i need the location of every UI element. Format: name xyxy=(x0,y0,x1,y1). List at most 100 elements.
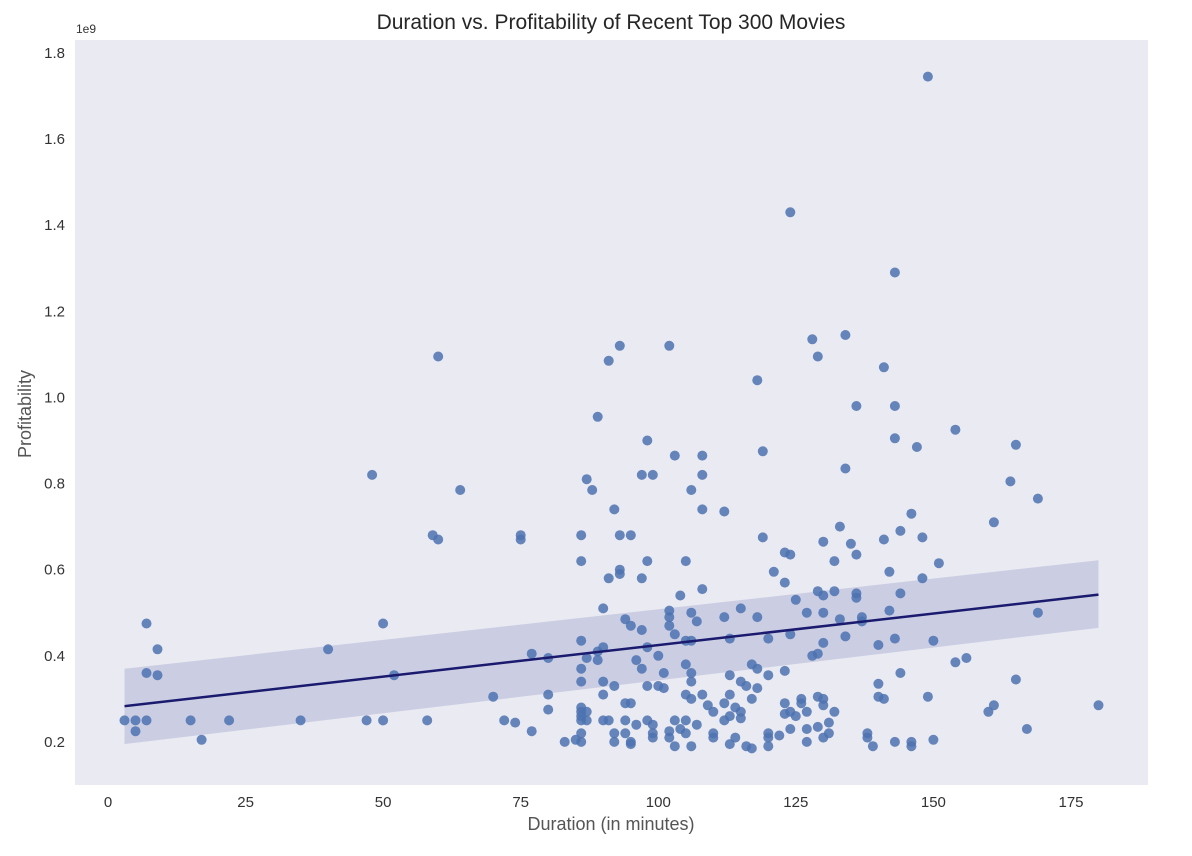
data-point xyxy=(614,569,625,579)
data-point xyxy=(906,741,917,752)
data-point xyxy=(752,375,763,386)
y-tick-label: 1.6 xyxy=(44,131,65,148)
data-point xyxy=(185,715,196,726)
data-point xyxy=(361,715,372,726)
data-point xyxy=(636,663,647,674)
data-point xyxy=(697,469,708,480)
data-point xyxy=(735,713,746,724)
y-tick-label: 0.8 xyxy=(44,476,65,493)
data-point xyxy=(757,446,768,457)
data-point xyxy=(323,644,334,655)
data-point xyxy=(664,620,675,631)
data-point xyxy=(625,620,636,631)
regression-line-layer xyxy=(124,593,1099,708)
data-point xyxy=(581,706,592,717)
data-point xyxy=(895,668,906,678)
data-point xyxy=(625,736,636,747)
data-point xyxy=(669,450,680,461)
data-point xyxy=(499,715,510,726)
data-point xyxy=(152,644,163,655)
data-point xyxy=(763,633,774,644)
data-point xyxy=(928,635,939,646)
data-point xyxy=(631,719,642,730)
data-point xyxy=(873,640,884,650)
data-point xyxy=(576,530,587,541)
y-tick-label: 1.8 xyxy=(44,45,65,62)
data-point xyxy=(884,566,895,577)
data-point xyxy=(1010,674,1021,685)
x-tick-label: 75 xyxy=(512,794,529,811)
x-axis-ticks: 0 25 50 75 100 125 150 175 xyxy=(104,794,1084,811)
data-point xyxy=(724,633,735,644)
y-tick-label: 1.2 xyxy=(44,303,65,320)
y-tick-label: 0.2 xyxy=(44,734,65,751)
data-point xyxy=(1032,493,1043,504)
data-point xyxy=(873,678,884,689)
data-point xyxy=(851,592,862,603)
data-point xyxy=(636,469,647,480)
data-point xyxy=(889,267,900,278)
x-tick-label: 100 xyxy=(646,794,671,811)
x-tick-label: 175 xyxy=(1058,794,1083,811)
data-point xyxy=(724,689,735,700)
x-tick-label: 125 xyxy=(783,794,808,811)
data-point xyxy=(196,734,207,745)
data-point xyxy=(587,485,598,495)
data-point xyxy=(680,715,691,726)
data-point xyxy=(559,736,570,747)
data-point xyxy=(609,736,620,747)
data-point xyxy=(724,711,735,722)
regression-line xyxy=(124,593,1099,708)
data-point xyxy=(1093,700,1104,711)
data-point xyxy=(922,691,933,702)
data-point xyxy=(889,633,900,644)
y-axis-ticks: 0.2 0.4 0.6 0.8 1.0 1.2 1.4 1.6 1.8 xyxy=(44,45,65,751)
x-tick-label: 0 xyxy=(104,794,112,811)
data-point xyxy=(735,603,746,614)
data-point xyxy=(367,469,378,480)
data-point xyxy=(768,566,779,577)
data-point xyxy=(906,508,917,519)
data-point xyxy=(576,663,587,674)
data-point xyxy=(691,616,702,627)
data-point xyxy=(779,665,790,676)
data-point xyxy=(598,642,609,653)
data-point xyxy=(779,698,790,709)
data-point xyxy=(697,450,708,461)
y-tick-label: 0.4 xyxy=(44,648,65,665)
data-point xyxy=(620,715,631,726)
data-point xyxy=(708,732,719,743)
data-point xyxy=(526,648,537,659)
data-point xyxy=(664,612,675,623)
data-point xyxy=(526,726,537,737)
data-point xyxy=(911,442,922,452)
data-point xyxy=(818,607,829,618)
data-point xyxy=(598,603,609,614)
data-point xyxy=(130,726,141,737)
data-point xyxy=(1032,607,1043,618)
data-point xyxy=(834,521,845,532)
data-point xyxy=(642,435,653,446)
x-axis-label: Duration (in minutes) xyxy=(527,814,694,834)
data-point xyxy=(609,504,620,515)
data-point xyxy=(680,659,691,670)
data-point xyxy=(576,736,587,747)
data-point xyxy=(840,463,851,474)
data-point xyxy=(625,698,636,709)
data-point xyxy=(823,728,834,739)
data-point xyxy=(917,532,928,543)
data-point xyxy=(950,657,961,668)
data-point xyxy=(609,681,620,691)
data-points-layer xyxy=(119,71,1104,754)
data-point xyxy=(647,719,658,730)
data-point xyxy=(658,668,669,678)
data-point xyxy=(295,715,306,726)
data-point xyxy=(592,411,603,422)
data-point xyxy=(746,743,757,754)
data-point xyxy=(812,721,823,732)
data-point xyxy=(1010,439,1021,450)
data-point xyxy=(807,334,818,345)
data-point xyxy=(950,424,961,435)
data-point xyxy=(224,715,235,726)
